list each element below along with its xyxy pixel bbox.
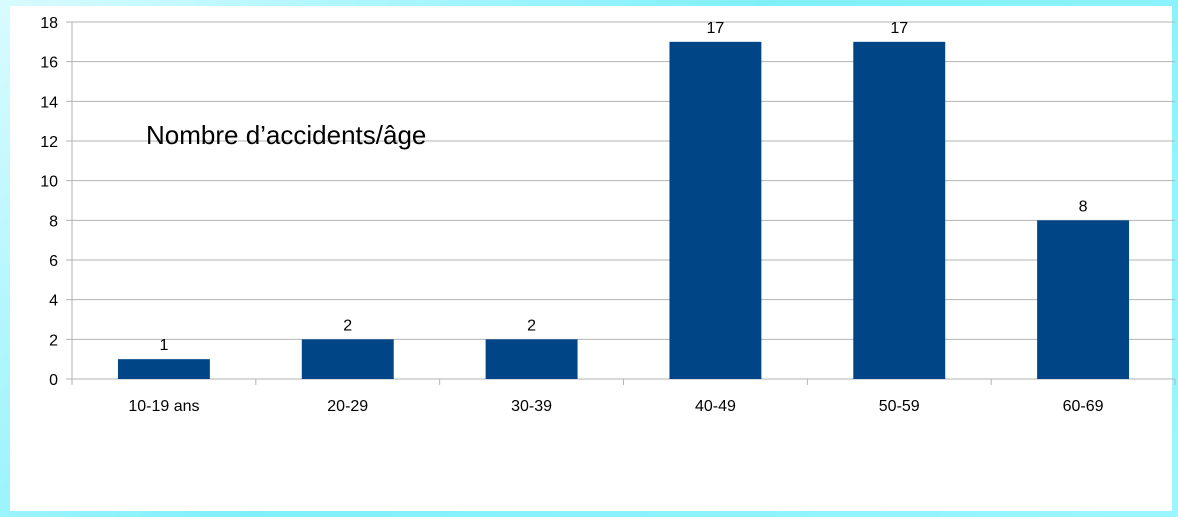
data-labels: 1 2 2 17 17 8 (159, 20, 1087, 354)
data-label: 2 (527, 317, 536, 334)
y-tick-label: 0 (49, 372, 58, 389)
x-tick-label: 30-39 (511, 398, 552, 415)
bar-30-39 (486, 339, 578, 379)
y-tick-label: 4 (49, 293, 58, 310)
data-label: 2 (343, 317, 352, 334)
y-tick-label: 6 (49, 253, 58, 270)
y-tick-label: 16 (40, 55, 58, 72)
x-axis: 10-19 ans 20-29 30-39 40-49 50-59 60-69 (72, 379, 1175, 415)
chart-title: Nombre d’accidents/âge (146, 120, 426, 151)
bar-10-19 ans (118, 359, 210, 379)
data-label: 1 (159, 337, 168, 354)
bar-50-59 (853, 42, 945, 379)
gridlines (72, 22, 1175, 339)
y-tick-label: 8 (49, 213, 58, 230)
bar-60-69 (1037, 220, 1129, 379)
y-tick-label: 18 (40, 15, 58, 32)
x-tick-label: 40-49 (695, 398, 736, 415)
y-tick-label: 10 (40, 174, 58, 191)
bar-20-29 (302, 339, 394, 379)
x-tick-label: 10-19 ans (128, 398, 199, 415)
x-tick-label: 60-69 (1063, 398, 1104, 415)
x-tick-label: 20-29 (327, 398, 368, 415)
data-label: 17 (707, 20, 725, 37)
y-tick-label: 12 (40, 134, 58, 151)
data-label: 17 (890, 20, 908, 37)
y-tick-label: 2 (49, 332, 58, 349)
y-axis: 0 2 4 6 8 10 12 14 16 18 (40, 15, 72, 389)
bar-40-49 (669, 42, 761, 379)
data-label: 8 (1079, 198, 1088, 215)
bars (118, 42, 1129, 379)
y-tick-label: 14 (40, 94, 58, 111)
x-tick-label: 50-59 (879, 398, 920, 415)
